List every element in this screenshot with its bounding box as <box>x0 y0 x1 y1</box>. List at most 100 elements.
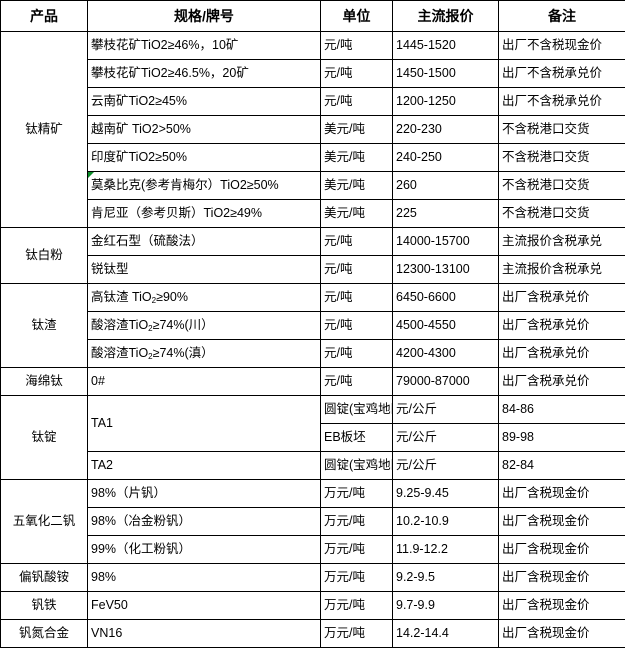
remark-cell: 出厂含税承兑价 <box>499 340 625 368</box>
spec-cell: 攀枝花矿TiO2≥46.5%，20矿 <box>88 60 321 88</box>
price-cell: 1450-1500 <box>393 60 499 88</box>
spec-text: 98%（片钒） <box>91 486 166 500</box>
product-name-cell: 钒氮合金 <box>1 620 88 648</box>
spec-cell: FeV50 <box>88 592 321 620</box>
remark-cell: 不含税港口交货 <box>499 172 625 200</box>
spec-cell: 圆锭(宝鸡地区) <box>321 396 393 424</box>
unit-cell: 元/公斤 <box>393 396 499 424</box>
spec-text: FeV50 <box>91 598 128 612</box>
spec-text: 酸溶渣TiO <box>91 318 148 332</box>
spec-text-suffix: ≥74%(川） <box>153 318 214 332</box>
remark-cell: 不含税港口交货 <box>499 200 625 228</box>
unit-cell: 元/公斤 <box>393 424 499 452</box>
unit-cell: 元/吨 <box>321 60 393 88</box>
unit-cell: 元/吨 <box>321 368 393 396</box>
unit-cell: 万元/吨 <box>321 480 393 508</box>
spec-text: 越南矿 TiO2>50% <box>91 122 191 136</box>
unit-cell: 万元/吨 <box>321 536 393 564</box>
remark-cell: 出厂含税现金价 <box>499 620 625 648</box>
spec-subscript: 2 <box>148 324 152 333</box>
grade-cell: TA2 <box>88 452 321 480</box>
price-cell: 6450-6600 <box>393 284 499 312</box>
spec-subscript: 2 <box>148 352 152 361</box>
price-cell: 82-84 <box>499 452 625 480</box>
spec-cell: 越南矿 TiO2>50% <box>88 116 321 144</box>
spec-text: VN16 <box>91 626 122 640</box>
remark-cell: 出厂含税承兑价 <box>499 312 625 340</box>
unit-cell: 美元/吨 <box>321 116 393 144</box>
product-name-cell: 钛白粉 <box>1 228 88 284</box>
unit-cell: 万元/吨 <box>321 508 393 536</box>
spec-cell: 99%（化工粉钒） <box>88 536 321 564</box>
spec-cell: 高钛渣 TiO2≥90% <box>88 284 321 312</box>
price-cell: 1200-1250 <box>393 88 499 116</box>
product-name-cell: 钒铁 <box>1 592 88 620</box>
comment-marker-icon <box>88 172 94 178</box>
spec-cell: 98%（片钒） <box>88 480 321 508</box>
column-header-price: 主流报价 <box>393 1 499 32</box>
column-header-remark: 备注 <box>499 1 625 32</box>
spec-cell: VN16 <box>88 620 321 648</box>
price-cell: 9.2-9.5 <box>393 564 499 592</box>
spec-cell: 酸溶渣TiO2≥74%(滇） <box>88 340 321 368</box>
unit-cell: 元/吨 <box>321 32 393 60</box>
spec-text-suffix: ≥74%(滇） <box>153 346 214 360</box>
price-cell: 4200-4300 <box>393 340 499 368</box>
unit-cell: 万元/吨 <box>321 564 393 592</box>
remark-cell: 出厂含税现金价 <box>499 592 625 620</box>
unit-cell: 元/吨 <box>321 228 393 256</box>
price-cell: 89-98 <box>499 424 625 452</box>
unit-cell: 美元/吨 <box>321 172 393 200</box>
spec-text: 98%（冶金粉钒） <box>91 514 191 528</box>
spec-cell: 肯尼亚（参考贝斯）TiO2≥49% <box>88 200 321 228</box>
spec-cell: 金红石型（硫酸法） <box>88 228 321 256</box>
price-cell: 14.2-14.4 <box>393 620 499 648</box>
unit-cell: 元/吨 <box>321 340 393 368</box>
spec-text: 99%（化工粉钒） <box>91 542 191 556</box>
table-header: 产品 规格/牌号 单位 主流报价 备注 <box>1 1 625 32</box>
unit-cell: 元/吨 <box>321 88 393 116</box>
table-header-row: 产品 规格/牌号 单位 主流报价 备注 <box>1 1 625 32</box>
grade-cell: TA1 <box>88 396 321 452</box>
product-name-cell: 钛精矿 <box>1 32 88 228</box>
price-cell: 240-250 <box>393 144 499 172</box>
price-cell: 225 <box>393 200 499 228</box>
price-cell: 1445-1520 <box>393 32 499 60</box>
spec-cell: 锐钛型 <box>88 256 321 284</box>
spec-text: 金红石型（硫酸法） <box>91 234 204 248</box>
remark-cell: 不含税港口交货 <box>499 116 625 144</box>
unit-cell: 万元/吨 <box>321 620 393 648</box>
unit-cell: 美元/吨 <box>321 144 393 172</box>
spec-cell: 酸溶渣TiO2≥74%(川） <box>88 312 321 340</box>
spec-text: 印度矿TiO2≥50% <box>91 150 187 164</box>
spec-cell: 莫桑比克(参考肯梅尔）TiO2≥50% <box>88 172 321 200</box>
price-cell: 79000-87000 <box>393 368 499 396</box>
remark-cell: 出厂含税现金价 <box>499 536 625 564</box>
unit-cell: 万元/吨 <box>321 592 393 620</box>
price-cell: 84-86 <box>499 396 625 424</box>
remark-cell: 出厂含税现金价 <box>499 564 625 592</box>
price-cell: 4500-4550 <box>393 312 499 340</box>
product-name-cell: 五氧化二钒 <box>1 480 88 564</box>
spec-text: 酸溶渣TiO <box>91 346 148 360</box>
remark-cell: 出厂含税现金价 <box>499 508 625 536</box>
